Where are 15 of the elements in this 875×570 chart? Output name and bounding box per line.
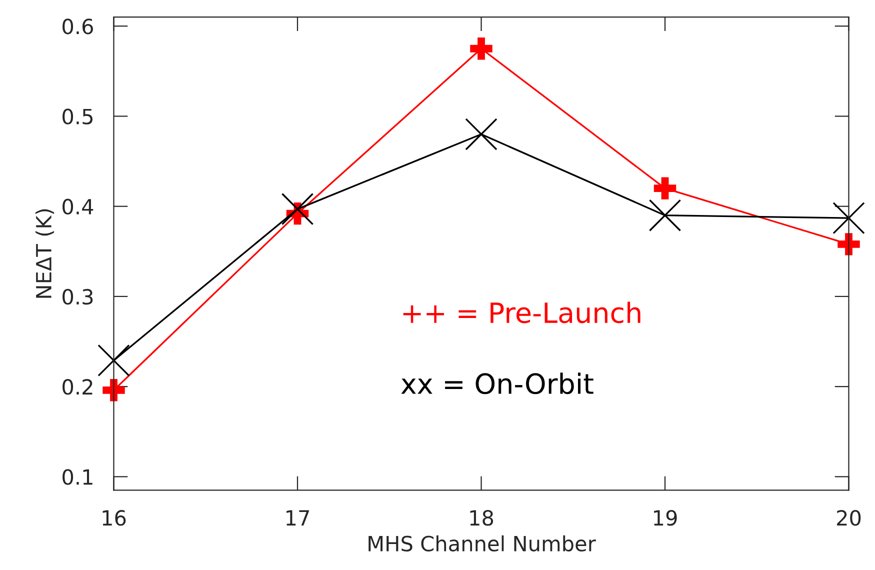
y-tick-label: 0.6 (62, 18, 93, 34)
y-tick-label: 0.5 (62, 108, 92, 124)
x-tick-label: 18 (470, 510, 494, 526)
x-axis-title: MHS Channel Number (368, 535, 596, 552)
x-tick-label: 16 (102, 510, 126, 526)
y-axis-title: NEΔT (K) (35, 209, 54, 298)
x-tick-label: 17 (286, 510, 309, 526)
y-tick-label: 0.1 (62, 469, 92, 485)
x-tick-label: 19 (654, 510, 677, 526)
text: xx = On-Orbit (401, 372, 594, 394)
y-tick-label: 0.2 (62, 379, 92, 395)
y-tick-label: 0.3 (62, 288, 93, 305)
text: ++ = Pre-Launch (403, 302, 640, 324)
x-tick-label: 20 (837, 510, 861, 526)
y-tick-label: 0.4 (62, 198, 94, 215)
